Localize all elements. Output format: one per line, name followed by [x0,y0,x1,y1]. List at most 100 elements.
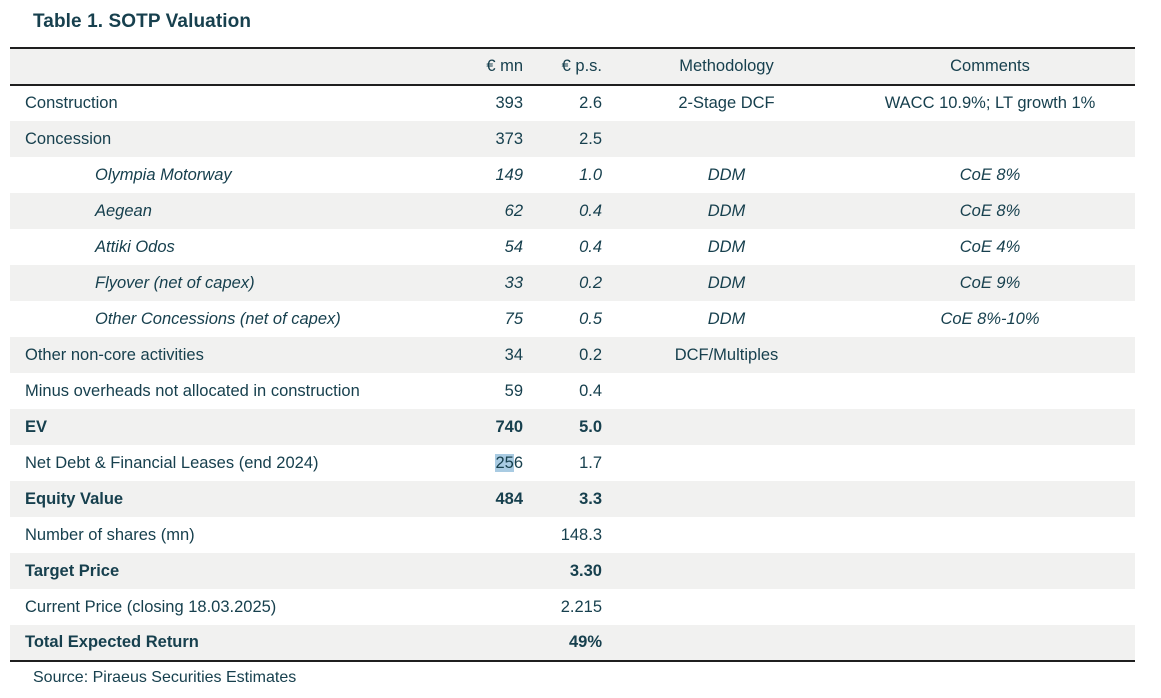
table-row: Current Price (closing 18.03.2025) 2.215 [10,589,1135,625]
value-eur-ps: 2.215 [560,597,602,616]
table-body: Construction 393 2.6 2-Stage DCF WACC 10.9%;… [10,85,1135,661]
value-methodology: DDM [707,237,746,256]
value-comments [845,409,1135,445]
value-eur-mn: 149 [495,165,523,184]
value-eur-mn: 75 [504,309,523,328]
table-row: Construction 393 2.6 2-Stage DCF WACC 10.9%;… [10,85,1135,121]
header-row: € mn € p.s. Methodology Comments [10,48,1135,85]
row-label: Minus overheads not allocated in constru… [25,381,360,400]
value-eur-mn: 59 [504,381,523,400]
header-label [10,48,455,85]
value-eur-ps: 1.0 [579,165,602,184]
value-comments [845,373,1135,409]
value-eur-ps: 0.2 [579,345,602,364]
value-methodology [608,481,845,517]
value-comments [845,481,1135,517]
value-methodology: DDM [707,309,746,328]
value-comments [845,625,1135,661]
table-row: Attiki Odos 54 0.4 DDM CoE 4% [10,229,1135,265]
table-header: € mn € p.s. Methodology Comments [10,48,1135,85]
value-comments: CoE 8%-10% [940,309,1040,328]
value-comments: CoE 9% [959,273,1021,292]
value-eur-ps: 0.4 [579,381,602,400]
table-row: Number of shares (mn) 148.3 [10,517,1135,553]
value-comments [845,553,1135,589]
value-eur-mn: 34 [504,345,523,364]
value-eur-mn: 256 [495,453,523,472]
value-eur-mn: 484 [495,489,523,508]
row-label: EV [25,417,48,436]
value-comments [845,589,1135,625]
value-eur-ps: 3.30 [569,561,602,580]
value-eur-ps: 2.6 [579,94,602,112]
value-methodology: DDM [707,273,746,292]
value-eur-ps: 49% [568,633,602,651]
row-label: Current Price (closing 18.03.2025) [25,597,277,616]
header-eur-ps: € p.s. [561,57,602,75]
value-eur-mn [455,553,525,589]
value-eur-ps: 0.2 [579,273,602,292]
value-eur-mn [455,625,525,661]
table-row: Other non-core activities 34 0.2 DCF/Multip… [10,337,1135,373]
source-note: Source: Piraeus Securities Estimates [33,669,297,686]
header-eur-mn: € mn [486,57,523,75]
table-row: EV 740 5.0 [10,409,1135,445]
value-methodology [608,625,845,661]
value-methodology [608,409,845,445]
value-comments: CoE 8% [959,165,1021,184]
table-row: Flyover (net of capex) 33 0.2 DDM CoE 9% [10,265,1135,301]
table-row: Net Debt & Financial Leases (end 2024) 25… [10,445,1135,481]
value-comments: CoE 8% [959,201,1021,220]
value-eur-mn: 740 [495,417,523,436]
value-eur-ps: 0.5 [579,309,602,328]
value-comments: CoE 4% [959,237,1021,256]
table-row: Equity Value 484 3.3 [10,481,1135,517]
row-label: Equity Value [25,489,124,508]
row-label: Other non-core activities [25,345,204,364]
value-eur-ps: 0.4 [579,237,602,256]
row-label: Aegean [95,201,152,220]
table-row: Other Concessions (net of capex) 75 0.5 DDM… [10,301,1135,337]
value-eur-ps: 148.3 [560,525,602,544]
value-methodology [608,517,845,553]
value-eur-ps: 1.7 [579,453,602,472]
row-label: Olympia Motorway [95,165,232,184]
value-eur-mn [455,589,525,625]
value-eur-mn: 54 [504,237,523,256]
header-comments: Comments [950,57,1030,75]
value-eur-ps: 0.4 [579,201,602,220]
text-selection-highlight: 25 [495,453,514,472]
value-comments [845,337,1135,373]
value-methodology [608,553,845,589]
value-eur-ps: 2.5 [579,129,602,148]
row-label: Target Price [25,561,120,580]
value-eur-mn: 33 [504,273,523,292]
row-label: Total Expected Return [25,633,199,651]
row-label: Construction [25,94,118,112]
value-methodology [608,121,845,157]
table-row: Concession 373 2.5 [10,121,1135,157]
table-row: Olympia Motorway 149 1.0 DDM CoE 8% [10,157,1135,193]
row-label: Number of shares (mn) [25,525,195,544]
value-eur-mn: 393 [495,94,523,112]
value-methodology [608,445,845,481]
value-comments: WACC 10.9%; LT growth 1% [884,94,1096,112]
row-label: Flyover (net of capex) [95,273,255,292]
row-label: Other Concessions (net of capex) [95,309,341,328]
value-methodology: 2-Stage DCF [678,94,775,112]
value-comments [845,445,1135,481]
row-label: Net Debt & Financial Leases (end 2024) [25,453,319,472]
row-label: Attiki Odos [95,237,175,256]
table-row: Target Price 3.30 [10,553,1135,589]
value-comments [845,517,1135,553]
value-eur-ps: 3.3 [579,489,602,508]
value-methodology [608,373,845,409]
value-eur-ps: 5.0 [579,417,602,436]
value-methodology: DDM [707,201,746,220]
value-methodology [608,589,845,625]
value-methodology: DDM [707,165,746,184]
table-row: Total Expected Return 49% [10,625,1135,661]
value-eur-mn [455,517,525,553]
value-eur-mn: 62 [504,201,523,220]
